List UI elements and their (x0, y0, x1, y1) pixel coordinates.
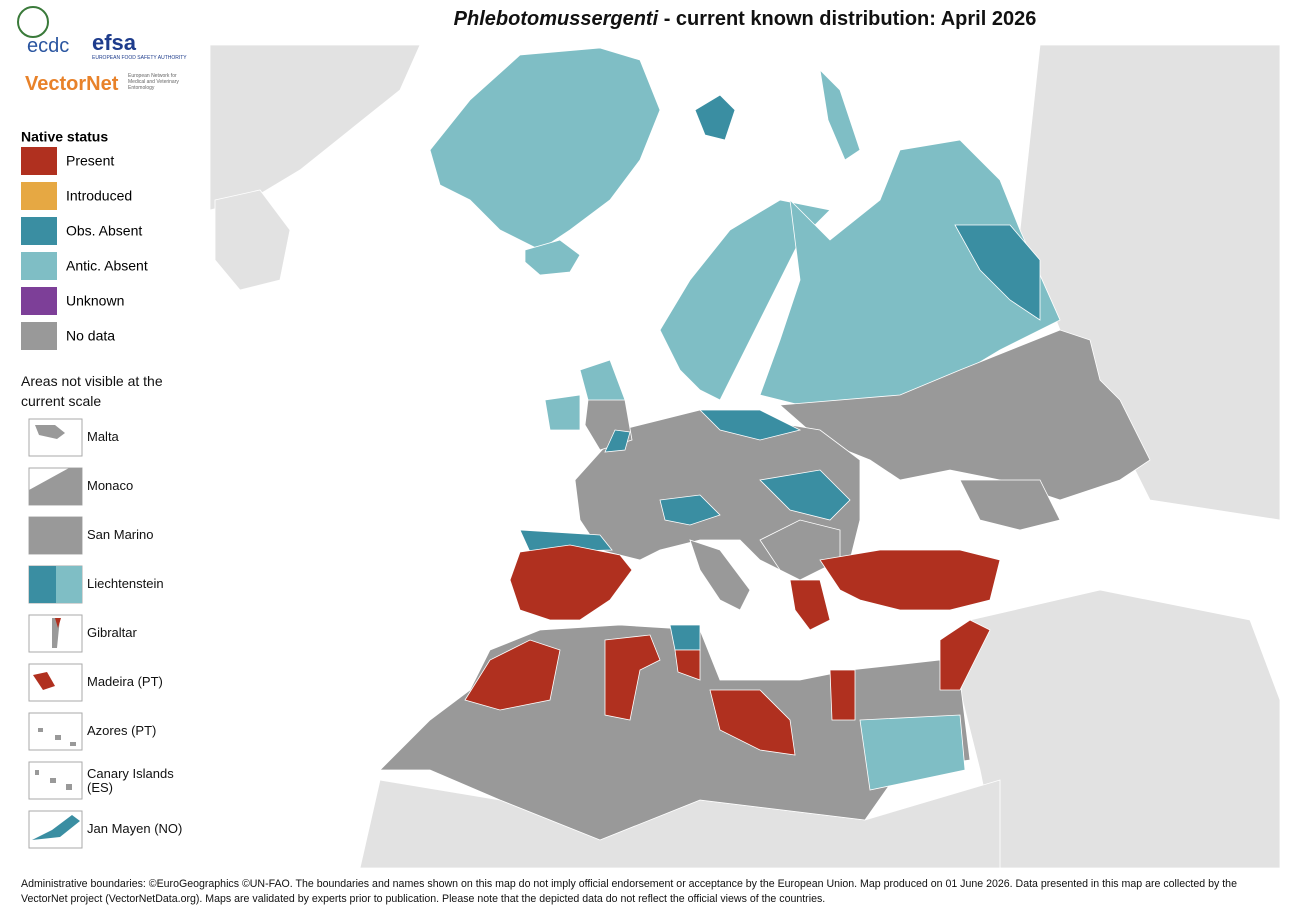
area-label: Gibraltar (87, 625, 137, 640)
area-label: Jan Mayen (NO) (87, 821, 183, 836)
legend-swatch (21, 287, 57, 315)
areas-title: Areas not visible at the current scale (21, 373, 163, 409)
title: Phlebotomussergenti - current known dist… (420, 8, 1070, 31)
basemap (209, 44, 1281, 869)
area-label: Monaco (87, 478, 134, 493)
area-label: San Marino (87, 527, 154, 542)
area-label: Azores (PT) (87, 723, 157, 738)
area-label: Malta (87, 429, 119, 444)
title-species: Phlebotomussergenti (453, 8, 659, 30)
vectornet-logo: VectorNet (25, 73, 119, 95)
legend-label: Introduced (66, 188, 132, 204)
footer: Administrative boundaries: ©EuroGeograph… (21, 878, 1237, 905)
ecdc-logo: ecdc (27, 35, 69, 57)
legend-title: Native status (21, 129, 108, 145)
legend-swatch (21, 322, 57, 350)
vectornet-sub: European Network for Medical and Veterin… (128, 73, 179, 91)
legend: Present Introduced Obs. Absent Antic. Absen… (21, 147, 148, 350)
legend-label: Antic. Absent (66, 258, 148, 274)
logos: ecdc efsa EUROPEAN FOOD SAFETY AUTHORITY… (17, 6, 187, 95)
efsa-logo: efsa (92, 30, 137, 55)
legend-label: Unknown (66, 293, 124, 309)
efsa-sub: EUROPEAN FOOD SAFETY AUTHORITY (92, 55, 187, 61)
area-label: Canary Islands (ES) (87, 766, 174, 795)
legend-label: No data (66, 328, 115, 344)
legend-label: Obs. Absent (66, 223, 142, 239)
area-label: Madeira (PT) (87, 674, 163, 689)
title-rest: - current known distribution: April 2026 (663, 8, 1037, 30)
area-insets (28, 418, 83, 849)
legend-label: Present (66, 153, 114, 169)
legend-swatch (21, 217, 57, 245)
legend-swatch (21, 147, 57, 175)
legend-swatch (21, 252, 57, 280)
area-label: Liechtenstein (87, 576, 164, 591)
legend-swatch (21, 182, 57, 210)
